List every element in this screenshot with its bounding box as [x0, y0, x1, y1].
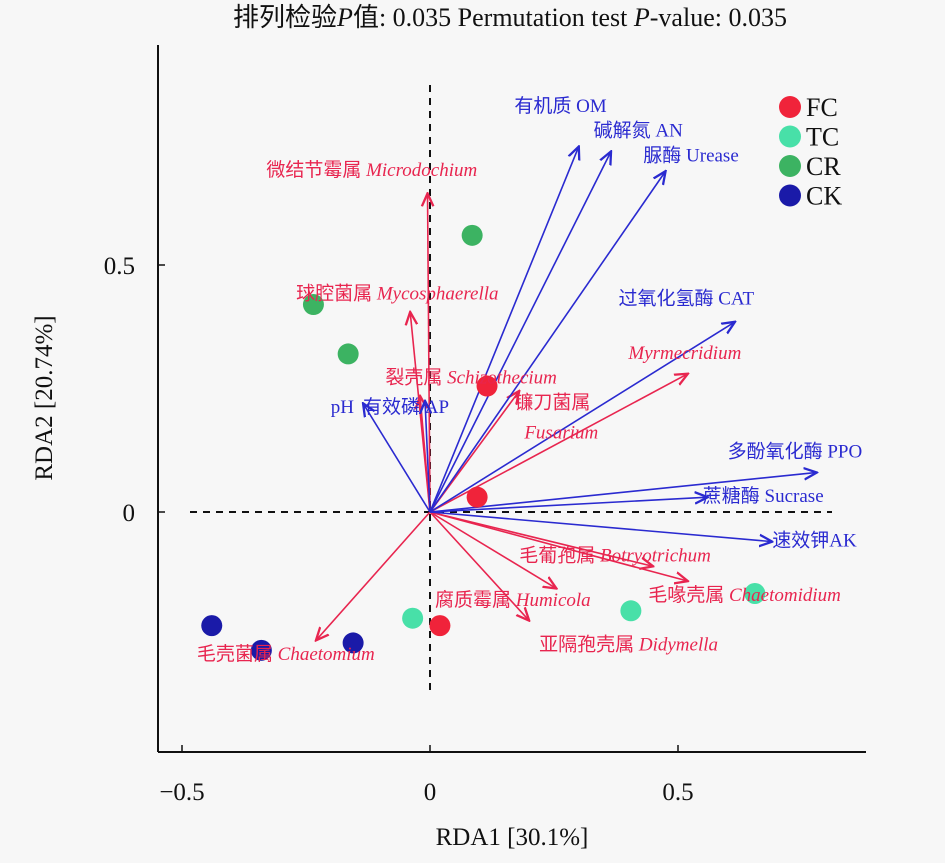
y-tick-label: 0.5 — [104, 253, 135, 280]
axis-ticks: −0.5 0 0.5 0 0.5 — [104, 253, 694, 806]
genus-vector-humicola — [429, 511, 556, 589]
env-vector-om — [429, 146, 579, 513]
env-vector-ph — [363, 403, 431, 513]
genus-vector-botryotrichum — [429, 511, 653, 566]
legend-label-tc: TC — [806, 123, 839, 152]
env-label: 蔗糖酶 Sucrase — [703, 485, 824, 507]
env-label: 速效钾AK — [772, 530, 857, 552]
env-vector-urease — [429, 171, 666, 513]
genus-label-mycosphaerella: 球腔菌属 Mycosphaerella — [296, 283, 498, 305]
sample-point-fc — [466, 486, 488, 508]
env-vector-ak — [429, 511, 772, 542]
genus-vector-chaetomidium — [429, 511, 688, 581]
x-tick-label: 0 — [424, 779, 437, 806]
env-label: 多酚氧化酶 PPO — [728, 441, 863, 463]
genus-label-chaetomidium: 毛喙壳属 Chaetomidium — [648, 584, 841, 606]
sample-points — [201, 224, 766, 661]
env-label: pH — [331, 397, 355, 418]
genus-label-schizothecium: 裂壳属 Schizothecium — [385, 367, 557, 389]
x-tick-label: 0.5 — [662, 779, 693, 806]
genus-labels: 微结节霉属 Microdochium 球腔菌属 Mycosphaerella 裂壳属… — [197, 159, 841, 665]
genus-label-humicola: 腐质霉属 Humicola — [435, 589, 591, 611]
x-axis-label: RDA1 [30.1%] — [436, 824, 589, 851]
genus-label-chaetomium: 毛壳菌属 Chaetomium — [197, 643, 375, 665]
sample-point-cr — [337, 343, 359, 365]
environment-vectors — [363, 146, 817, 541]
genus-label-didymella: 亚隔孢壳属 Didymella — [539, 633, 718, 655]
reference-lines — [190, 85, 832, 690]
genus-label-microdochium: 微结节霉属 Microdochium — [266, 159, 477, 181]
y-axis-label: RDA2 [20.74%] — [31, 315, 58, 480]
legend-label-ck: CK — [806, 182, 842, 211]
env-vector-ap — [425, 401, 430, 513]
x-tick-label: −0.5 — [159, 779, 204, 806]
genus-vector-didymella — [429, 511, 529, 621]
sample-point-cr — [461, 224, 483, 246]
genus-vector-chaetomium — [316, 511, 431, 640]
env-vector-sucrase — [429, 497, 708, 513]
sample-point-cr — [302, 294, 324, 316]
legend-marker-fc — [779, 96, 801, 118]
legend-marker-ck — [779, 184, 801, 207]
legend-label-fc: FC — [806, 93, 838, 122]
sample-point-fc — [476, 375, 498, 397]
genus-vector-microdochium — [428, 193, 430, 513]
legend-label-cr: CR — [806, 152, 841, 181]
legend-marker-tc — [779, 125, 801, 148]
env-label: 脲酶 Urease — [643, 144, 739, 166]
env-vector-an — [429, 151, 611, 513]
env-label: 有效磷 AP — [363, 396, 449, 418]
sample-point-tc — [402, 607, 424, 629]
env-label: 有机质 OM — [514, 95, 606, 117]
env-vector-ppo — [429, 472, 817, 513]
genus-label-myrmecridium: Myrmecridium — [627, 343, 741, 364]
sample-point-tc — [620, 600, 642, 622]
y-tick-label: 0 — [123, 500, 136, 527]
sample-point-ck — [250, 639, 272, 661]
env-label: 过氧化氢酶 CAT — [618, 288, 754, 310]
sample-point-ck — [201, 615, 223, 637]
genus-label-botryotrichum: 毛葡孢属 Botryotrichum — [519, 544, 711, 566]
sample-point-fc — [429, 615, 451, 637]
chart-title: 排列检验P值: 0.035 Permutation test P-value: … — [233, 3, 787, 32]
legend-marker-cr — [779, 155, 801, 177]
sample-point-ck — [342, 632, 364, 654]
genus-label-fusarium: 镰刀菌属 Fusarium — [514, 391, 598, 443]
env-vector-cat — [429, 322, 735, 513]
sample-point-tc — [744, 583, 766, 605]
env-label: 碱解氮 AN — [594, 120, 683, 142]
